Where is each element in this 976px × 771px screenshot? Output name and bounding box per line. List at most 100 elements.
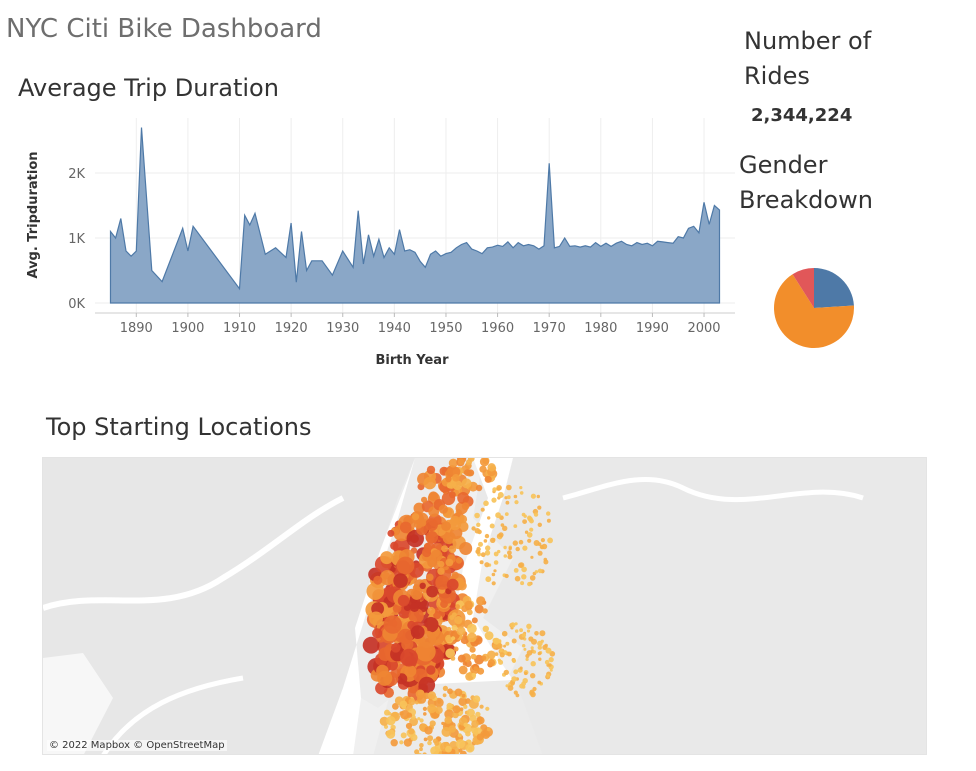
station-dot [391,643,401,653]
station-dot [507,554,513,560]
x-tick-label: 1980 [584,321,617,336]
station-dot [485,545,491,551]
station-dot [450,515,461,526]
station-dot [456,626,466,636]
station-dot [474,528,481,534]
station-dot [435,706,443,714]
station-dot [423,476,437,490]
trip-duration-chart[interactable]: 1890 1900 1910 1920 1930 1940 1950 1960 1970 1980… [0,110,740,380]
station-dot [511,658,517,663]
river-nj [43,495,345,611]
station-dot [447,688,453,695]
station-dot [459,750,467,754]
station-dot [544,659,550,665]
station-dot [455,604,460,609]
station-dot [419,747,423,752]
station-dot [503,545,507,550]
station-dot [531,638,537,645]
starting-locations-map[interactable]: © 2022 Mapbox © OpenStreetMap [42,457,927,755]
station-dot [513,568,519,573]
station-dot [478,541,483,547]
station-dot [404,665,417,678]
station-dot [427,557,438,568]
station-dot [455,557,463,564]
station-dot [446,578,459,591]
station-dot [479,704,484,709]
station-dot [467,623,477,634]
station-dot [410,588,423,600]
station-dot [441,545,449,553]
station-dot [419,718,424,723]
station-dot [508,546,512,551]
station-dot [384,709,390,716]
station-dot [444,709,454,719]
station-dot [386,716,396,726]
station-dot [466,609,473,616]
station-dot [543,557,548,562]
x-tick-label: 1970 [533,321,566,336]
station-dot [484,475,492,483]
station-dot [481,730,491,739]
station-dot [446,482,453,489]
station-dot [511,676,517,682]
station-dot [496,485,502,491]
station-dot [458,665,468,675]
station-dot [426,465,436,475]
station-dot [392,604,402,613]
station-dot [514,575,521,582]
station-dot [403,738,412,747]
station-dot [461,502,470,510]
station-dot [499,652,505,658]
station-dot [427,735,434,742]
station-dot [451,636,456,641]
station-dot [546,511,551,516]
station-dot [513,524,518,528]
station-dot [438,504,448,514]
station-dot [519,486,523,490]
station-dot [417,717,421,721]
station-dot [520,581,525,586]
station-dot [445,745,452,753]
x-tick-label: 1940 [378,321,411,336]
dashboard-title: NYC Citi Bike Dashboard [6,14,322,44]
x-tick-label: 1930 [326,321,359,336]
station-dot [441,726,452,737]
gender-pie-chart[interactable] [768,262,860,354]
station-dot [546,674,550,678]
station-dot [503,669,509,676]
station-dot [530,673,536,679]
station-dot [507,685,514,691]
station-dot [510,680,515,686]
station-dot [457,733,462,738]
station-dot [503,644,507,648]
station-dot [537,651,542,656]
station-dot [524,671,528,676]
station-dot [422,706,427,711]
x-tick-label: 1960 [481,321,514,336]
station-dot [506,495,511,500]
station-dot [412,513,420,521]
station-dot [465,743,475,753]
station-dot [519,683,525,689]
station-dot [469,646,476,653]
station-dot [423,692,430,700]
station-dot [470,653,477,660]
x-tick-label: 1910 [223,321,256,336]
map-canvas[interactable] [43,458,927,755]
y-tick-label: 1K [68,232,85,247]
station-dot [526,532,533,538]
station-dot [466,708,475,717]
station-dot [474,654,484,665]
station-dot [446,702,453,709]
station-dot [471,617,478,624]
station-dot [513,494,518,499]
station-dot [493,569,497,573]
station-dot [461,693,466,698]
station-dot [460,635,469,645]
station-dot [399,711,404,716]
station-dot [442,685,448,691]
station-dot [468,458,475,462]
station-dot [426,573,434,581]
station-dot [459,542,473,555]
station-dot [472,695,481,703]
